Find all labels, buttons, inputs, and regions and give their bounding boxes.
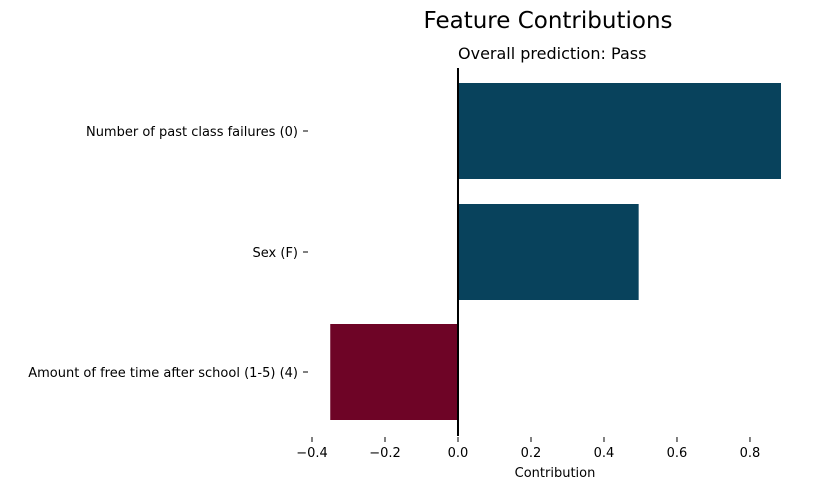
y-tick-label-0: Number of past class failures (0)	[86, 125, 298, 140]
y-axis: Number of past class failures (0) Sex (F)…	[28, 125, 308, 381]
chart-title: Feature Contributions	[423, 8, 672, 34]
x-tick-label-4: 0.4	[594, 446, 615, 461]
chart-subtitle: Overall prediction: Pass	[458, 44, 646, 63]
x-tick-label-6: 0.8	[740, 446, 761, 461]
y-tick-label-2: Amount of free time after school (1-5) (…	[28, 366, 298, 381]
x-tick-label-0: −0.4	[296, 446, 328, 461]
bar-1	[457, 204, 639, 300]
x-axis-label: Contribution	[515, 466, 596, 481]
x-tick-label-5: 0.6	[667, 446, 688, 461]
bar-0	[457, 83, 781, 179]
x-tick-label-2: 0.0	[448, 446, 469, 461]
x-tick-label-1: −0.2	[369, 446, 401, 461]
bar-2	[330, 324, 458, 420]
y-tick-label-1: Sex (F)	[253, 246, 298, 261]
bars-group	[330, 83, 781, 420]
x-axis: −0.4 −0.2 0.0 0.2 0.4 0.6 0.8	[296, 437, 760, 461]
x-tick-label-3: 0.2	[521, 446, 542, 461]
